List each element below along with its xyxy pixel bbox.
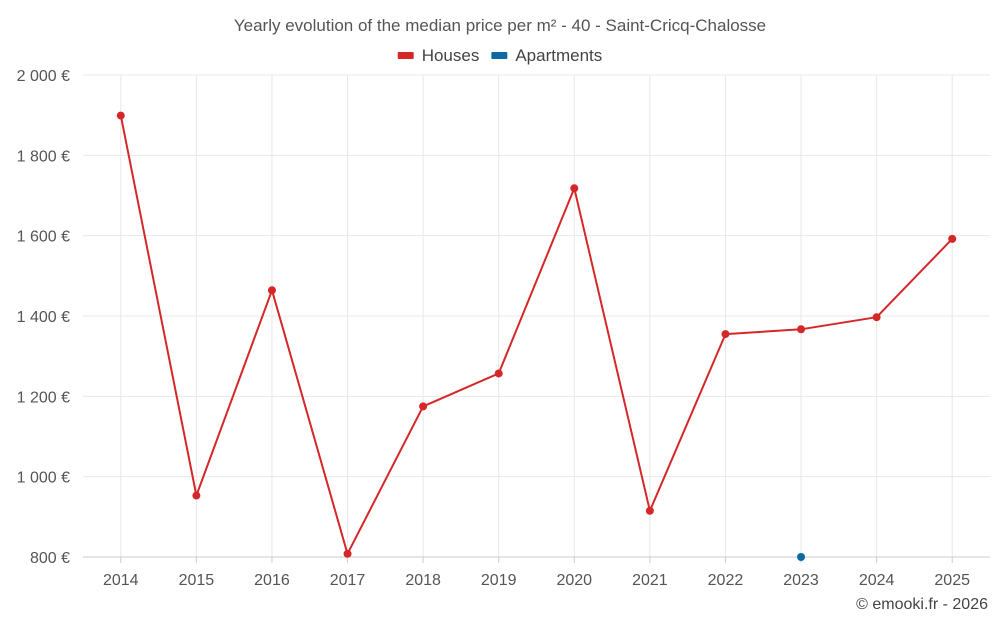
- data-point-houses: [721, 330, 730, 339]
- y-tick-label: 1 200 €: [17, 389, 70, 406]
- data-point-houses: [570, 184, 579, 193]
- series-line-houses: [119, 115, 953, 555]
- x-tick-label: 2021: [632, 572, 668, 589]
- y-tick-label: 800 €: [30, 550, 70, 567]
- legend-item-houses: Houses: [397, 46, 480, 65]
- y-tick-label: 1 800 €: [17, 148, 70, 165]
- x-tick-label: 2015: [179, 572, 215, 589]
- data-point-houses: [419, 402, 428, 411]
- x-tick-label: 2024: [859, 572, 895, 589]
- x-tick-label: 2022: [708, 572, 744, 589]
- y-tick-label: 1 600 €: [17, 229, 70, 246]
- data-point-apartments: [797, 553, 806, 561]
- x-tick-label: 2014: [103, 572, 139, 589]
- x-tick-label: 2018: [405, 572, 441, 589]
- x-tick-label: 2023: [783, 572, 819, 589]
- data-point-houses: [948, 234, 957, 243]
- x-tick-label: 2016: [254, 572, 290, 589]
- data-point-houses: [116, 111, 125, 120]
- data-point-houses: [267, 286, 276, 295]
- series-layer: [116, 111, 957, 561]
- legend-item-apartments: Apartments: [491, 46, 602, 65]
- series-apartments: [797, 553, 806, 561]
- data-point-houses: [494, 369, 503, 378]
- x-tick-label: 2020: [556, 572, 592, 589]
- legend-swatch: [397, 52, 414, 59]
- x-tick-label: 2025: [934, 572, 970, 589]
- axes: 800 € 1 000 € 1 200 € 1 400 € 1 600 € 1 800 €…: [17, 68, 990, 589]
- chart-title: Yearly evolution of the median price per…: [234, 16, 766, 35]
- x-tick-label: 2017: [330, 572, 366, 589]
- y-tick-label: 1 400 €: [17, 309, 70, 326]
- legend-label: Houses: [422, 46, 480, 65]
- data-point-houses: [797, 325, 806, 334]
- legend-swatch: [491, 52, 508, 59]
- y-tick-label: 2 000 €: [17, 68, 70, 85]
- data-point-houses: [343, 549, 352, 558]
- legend-label: Apartments: [515, 46, 602, 65]
- x-tick-label: 2019: [481, 572, 517, 589]
- grid: [83, 74, 990, 557]
- data-point-houses: [645, 506, 654, 515]
- y-tick-label: 1 000 €: [17, 470, 70, 487]
- data-point-houses: [192, 491, 201, 500]
- series-houses: [116, 111, 957, 558]
- data-point-houses: [872, 313, 881, 322]
- credit-text: © emooki.fr - 2026: [856, 596, 988, 613]
- legend: Houses Apartments: [397, 46, 602, 65]
